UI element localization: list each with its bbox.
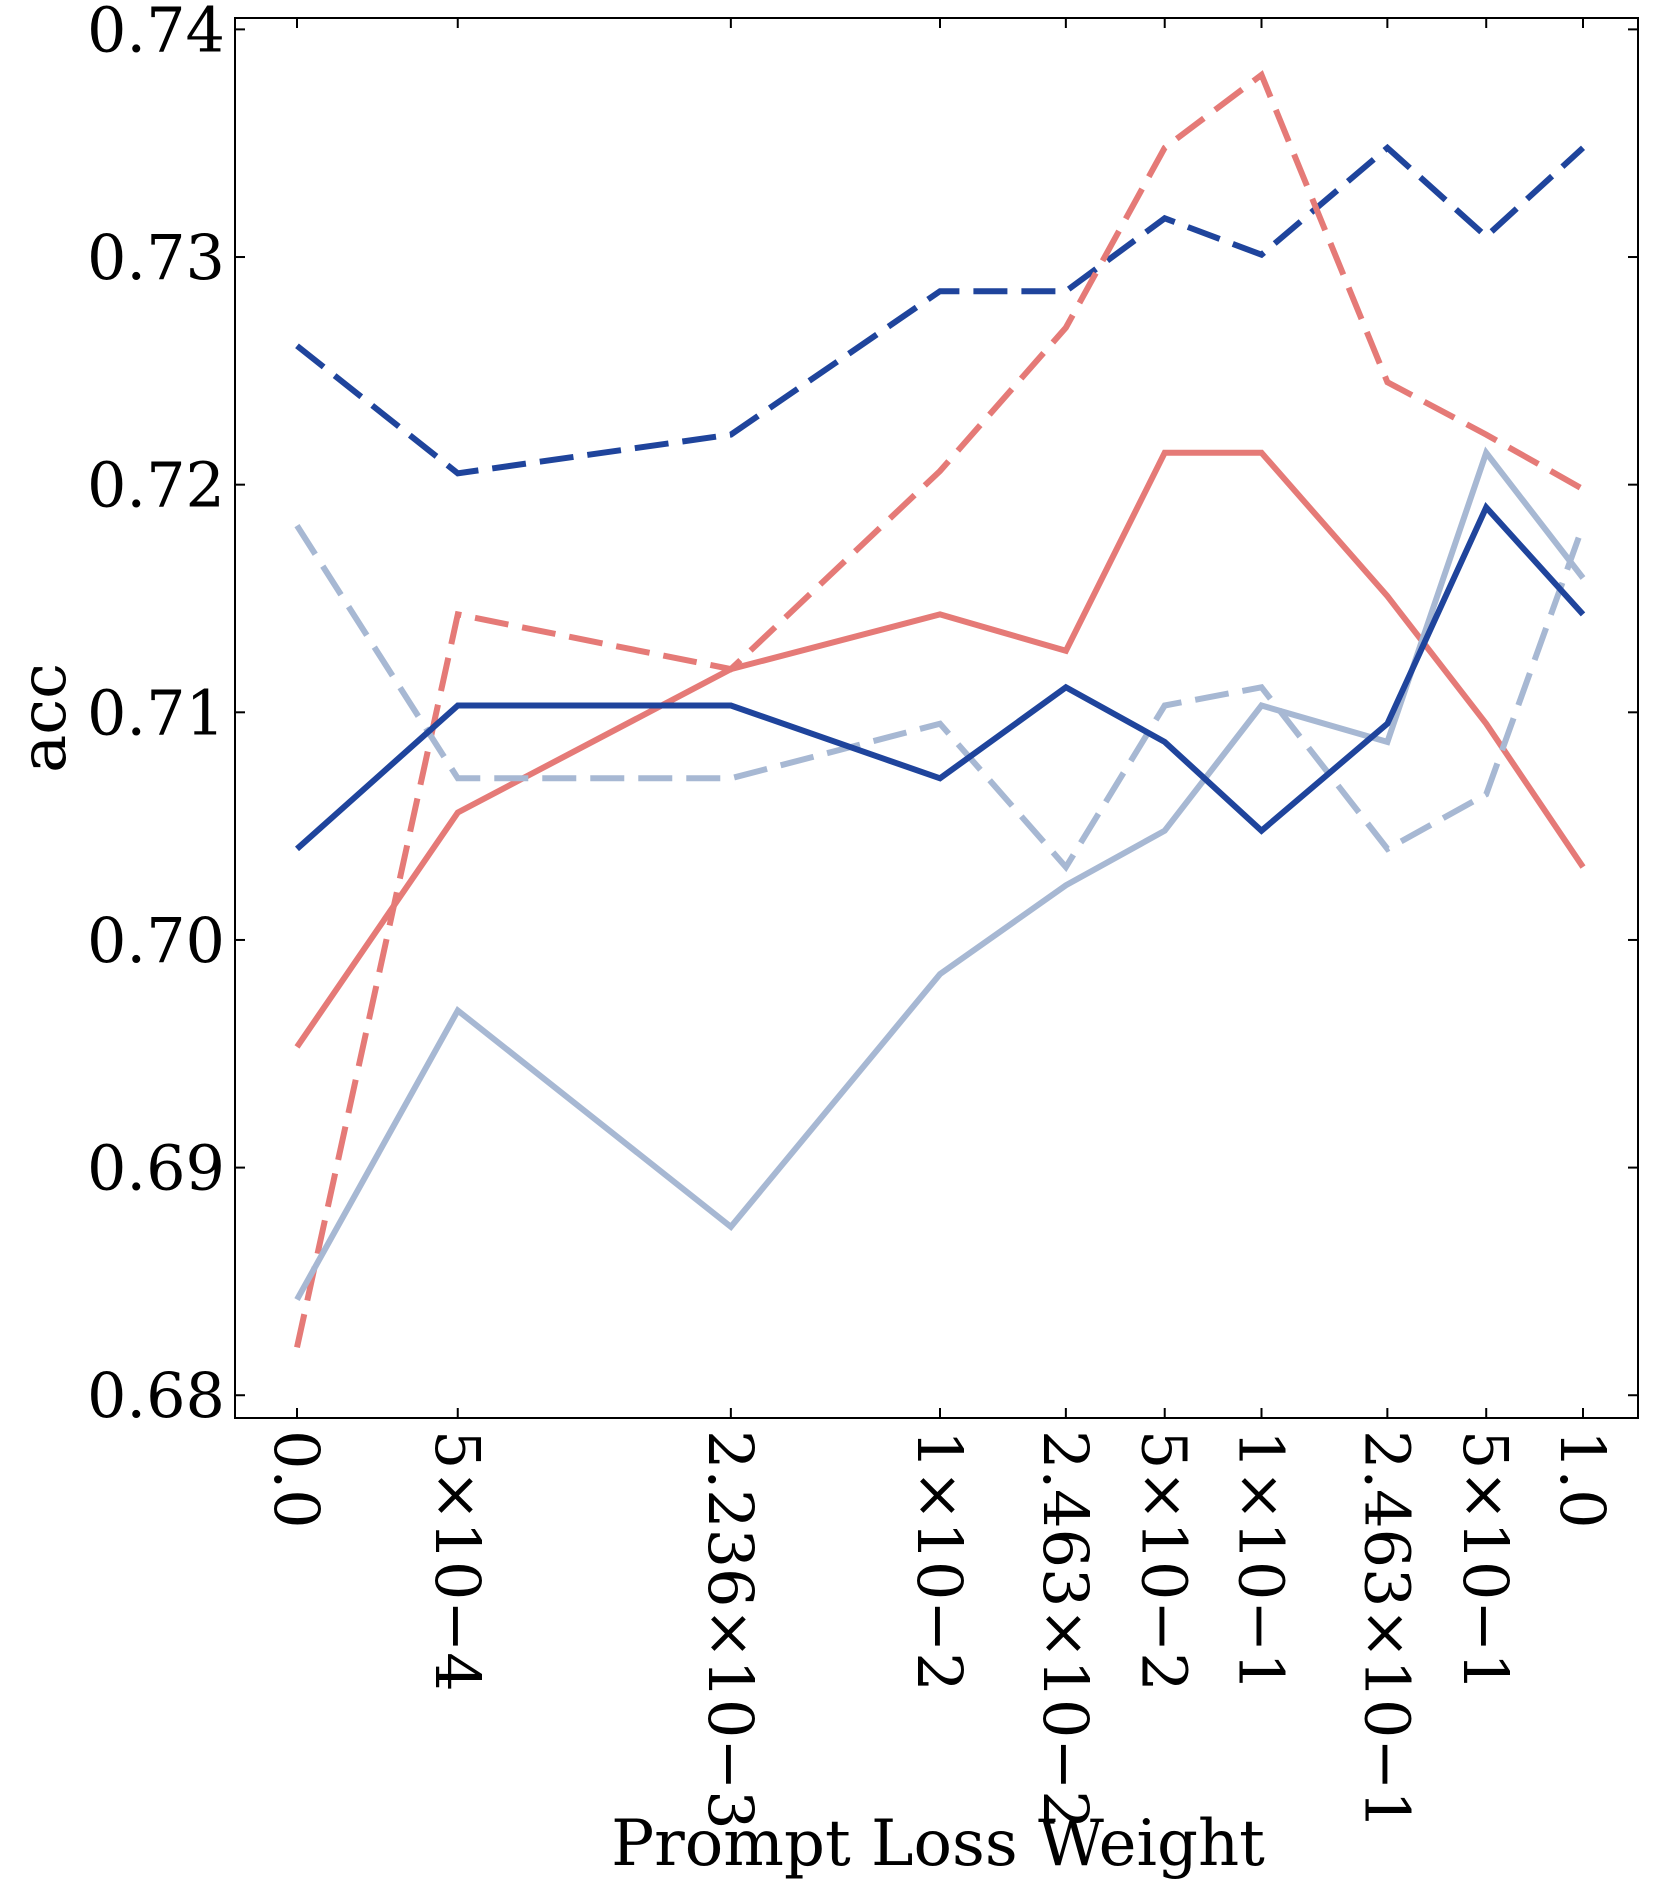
x-tick-label: 2.463×10−2 [1029,1430,1102,1830]
series-line-2 [294,70,1585,1349]
x-axis-label: Prompt Loss Weight [611,1807,1265,1881]
x-tick-label: 5×10−1 [1449,1430,1522,1692]
x-tick-label: 1×10−1 [1225,1430,1298,1692]
series-line-4 [294,446,1586,1302]
x-tick-label: 5×10−4 [421,1430,494,1692]
y-tick-label: 0.73 [87,221,225,294]
y-axis-label: acc [7,663,81,773]
y-tick-labels: 0.68 0.69 0.70 0.71 0.72 0.73 0.74 [87,0,225,1432]
x-tick-label: 0.0 [260,1430,333,1529]
x-tick-label: 1.0 [1546,1430,1619,1529]
y-tick-label: 0.74 [87,0,225,66]
tick-layer [235,18,1638,1418]
y-tick-label: 0.72 [87,449,225,522]
y-tick-label: 0.68 [87,1359,225,1432]
x-tick-label: 1×10−2 [903,1430,976,1692]
series-line-1 [295,143,1586,477]
series-layer [294,70,1586,1349]
series-line-5 [294,523,1586,873]
y-tick-label: 0.71 [87,676,225,749]
y-tick-label: 0.70 [87,904,225,977]
x-tick-label: 2.236×10−3 [694,1430,767,1830]
x-tick-label: 2.463×10−1 [1350,1430,1423,1830]
series-line-6 [295,502,1586,852]
series-line-3 [294,449,1586,1049]
x-tick-label: 5×10−2 [1128,1430,1201,1692]
plot-frame [234,17,1639,1419]
y-tick-label: 0.69 [87,1132,225,1205]
x-tick-labels: 0.0 5×10−4 2.236×10−3 1×10−2 2.463×10−2 5×10−… [260,1430,1619,1830]
